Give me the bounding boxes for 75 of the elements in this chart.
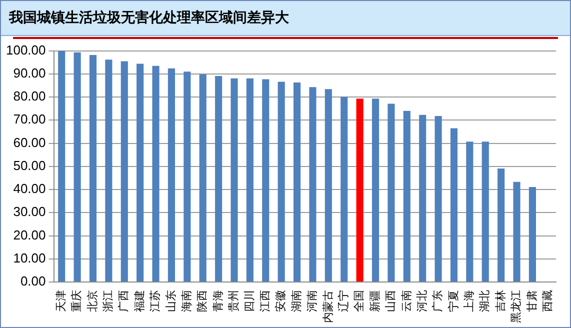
x-tick-label: 安徽 xyxy=(274,290,288,312)
bar xyxy=(528,186,536,282)
x-tick-label: 贵州 xyxy=(227,290,240,312)
bar xyxy=(184,72,191,282)
x-tick-label: 全国 xyxy=(352,290,366,312)
x-tick-label: 内蒙古 xyxy=(321,290,334,323)
bar xyxy=(136,64,144,282)
bar xyxy=(450,128,458,282)
bar xyxy=(278,82,285,282)
x-tick-label: 江西 xyxy=(258,290,272,312)
bar xyxy=(105,60,112,282)
bar xyxy=(168,68,176,282)
bar xyxy=(372,98,380,282)
x-tick-label: 北京 xyxy=(86,290,99,312)
bar xyxy=(246,78,254,282)
bar xyxy=(419,114,426,282)
bar xyxy=(309,87,316,282)
y-tick-label: 20.00 xyxy=(13,227,46,242)
bar xyxy=(434,116,442,282)
y-tick-label: 50.00 xyxy=(13,158,46,173)
x-tick-label: 黑龙江 xyxy=(510,290,523,323)
x-tick-label: 江苏 xyxy=(148,290,162,312)
y-tick-label: 70.00 xyxy=(13,112,46,127)
y-tick-label: 10.00 xyxy=(13,250,46,266)
x-tick-label: 四川 xyxy=(242,290,256,312)
bar xyxy=(388,104,395,282)
x-tick-label: 浙江 xyxy=(102,290,115,312)
bar xyxy=(356,98,364,282)
bar xyxy=(262,79,270,282)
bar xyxy=(340,96,348,282)
bar xyxy=(498,168,505,282)
x-tick-label: 陕西 xyxy=(196,290,209,312)
bar xyxy=(482,142,489,282)
x-tick-label: 山西 xyxy=(384,290,398,312)
x-tick-label: 上海 xyxy=(462,290,476,312)
bar xyxy=(58,50,66,282)
y-tick-label: 0.00 xyxy=(20,274,46,289)
x-tick-label: 湖南 xyxy=(290,290,303,312)
x-tick-label: 河南 xyxy=(306,290,319,312)
bar xyxy=(152,66,160,282)
x-tick-label: 宁夏 xyxy=(446,290,460,312)
bar xyxy=(74,52,81,282)
bar xyxy=(199,74,206,282)
bar xyxy=(120,61,128,282)
x-tick-label: 青海 xyxy=(211,290,224,312)
x-tick-label: 甘肃 xyxy=(525,290,538,312)
y-tick-label: 90.00 xyxy=(13,66,46,80)
x-tick-label: 广东 xyxy=(431,290,444,312)
bar xyxy=(230,78,238,282)
bar xyxy=(513,182,520,282)
bar xyxy=(294,82,301,282)
x-tick-label: 重庆 xyxy=(70,290,84,312)
y-tick-label: 40.00 xyxy=(13,181,46,196)
y-tick-label: 30.00 xyxy=(13,204,46,220)
x-tick-label: 海南 xyxy=(180,290,194,312)
x-tick-label: 新疆 xyxy=(368,290,382,312)
x-tick-label: 福建 xyxy=(132,290,146,312)
bar xyxy=(466,142,474,282)
bar xyxy=(215,76,222,282)
bar xyxy=(403,110,410,282)
x-tick-label: 天津 xyxy=(54,290,68,312)
x-tick-label: 广西 xyxy=(117,290,130,312)
x-tick-label: 吉林 xyxy=(494,290,507,312)
y-tick-label: 60.00 xyxy=(13,134,46,150)
x-tick-label: 西藏 xyxy=(541,290,554,312)
y-tick-label: 80.00 xyxy=(13,88,46,104)
bar xyxy=(89,54,97,282)
x-tick-label: 山东 xyxy=(164,290,178,312)
y-tick-label: 100.00 xyxy=(6,42,46,58)
chart-title: 我国城镇生活垃圾无害化处理率区域间差异大 xyxy=(1,1,570,36)
x-tick-label: 云南 xyxy=(400,290,413,312)
x-tick-label: 辽宁 xyxy=(336,290,350,312)
x-tick-label: 湖北 xyxy=(478,290,492,312)
bar xyxy=(324,89,332,282)
x-tick-label: 河北 xyxy=(415,290,428,312)
